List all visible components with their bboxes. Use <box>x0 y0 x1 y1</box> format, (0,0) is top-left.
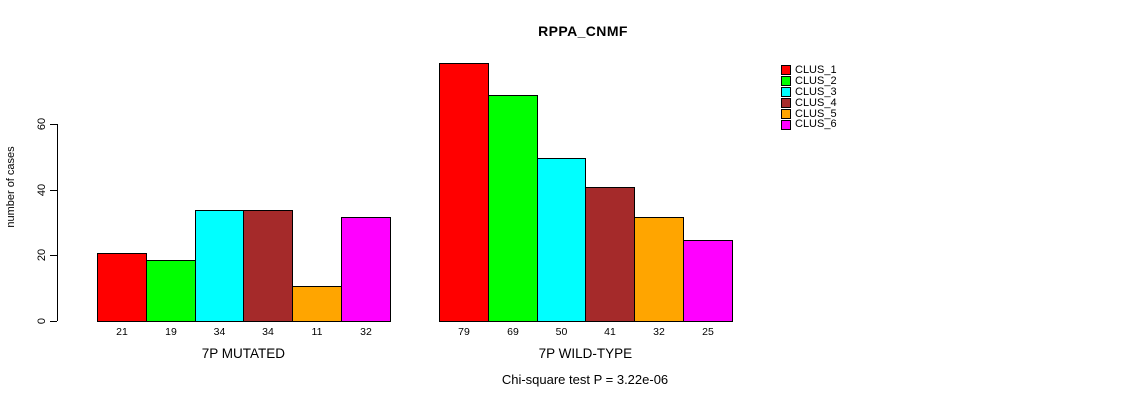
legend-swatch <box>781 76 791 87</box>
bar-value-label: 19 <box>165 326 177 338</box>
bar-value-label: 32 <box>360 326 372 338</box>
legend-item: CLUS_4 <box>781 96 837 109</box>
y-axis-tick <box>50 321 57 322</box>
legend-label: CLUS_2 <box>795 74 837 87</box>
legend-label: CLUS_6 <box>795 118 837 131</box>
legend-item: CLUS_2 <box>781 74 837 87</box>
y-axis-tick-label: 0 <box>36 317 48 325</box>
bar-value-label: 34 <box>213 326 226 338</box>
legend-swatch <box>781 65 791 76</box>
legend-swatch <box>781 98 791 109</box>
legend: CLUS_1 CLUS_2 CLUS_3 CLUS_4 CLUS_5 CLUS_6 <box>781 65 837 130</box>
bar-value-label: 79 <box>458 326 470 338</box>
bar-value-label: 50 <box>555 326 568 338</box>
bar-clus_1 <box>439 63 489 322</box>
legend-label: CLUS_4 <box>795 96 837 109</box>
y-axis-tick-label: 60 <box>36 117 48 131</box>
legend-label: CLUS_5 <box>795 107 837 120</box>
bar-clus_3 <box>537 158 586 322</box>
legend-item: CLUS_6 <box>781 119 837 130</box>
bar-clus_4 <box>585 187 635 322</box>
y-axis-tick <box>50 124 57 125</box>
bar-value-label: 32 <box>653 326 665 338</box>
chi-square-annotation: Chi-square test P = 3.22e-06 <box>501 372 669 387</box>
y-axis-tick <box>50 190 57 191</box>
legend-swatch <box>781 119 791 130</box>
bar-value-label: 34 <box>262 326 274 338</box>
bar-value-label: 21 <box>116 326 128 338</box>
x-axis-group-label: 7P WILD-TYPE <box>538 346 633 361</box>
legend-swatch <box>781 109 791 119</box>
legend-label: CLUS_3 <box>795 85 837 98</box>
legend-label: CLUS_1 <box>795 64 837 76</box>
legend-item: CLUS_3 <box>781 85 837 98</box>
bar-clus_6 <box>683 240 733 322</box>
y-axis-tick-label: 20 <box>36 248 48 262</box>
bar-clus_6 <box>341 217 391 322</box>
y-axis-label: number of cases <box>5 146 17 228</box>
bar-value-label: 25 <box>702 326 714 338</box>
bar-clus_1 <box>97 253 147 322</box>
bar-clus_3 <box>195 210 244 322</box>
legend-swatch <box>781 87 791 98</box>
bar-clus_4 <box>243 210 293 322</box>
chart-title: RPPA_CNMF <box>538 23 628 39</box>
x-axis-group-label: 7P MUTATED <box>201 346 286 361</box>
y-axis-tick-label: 40 <box>36 183 48 197</box>
y-axis-tick <box>50 255 57 256</box>
legend-item: CLUS_1 <box>781 65 837 76</box>
bar-clus_2 <box>488 95 538 322</box>
bar-clus_2 <box>146 260 196 322</box>
bar-value-label: 69 <box>507 326 519 338</box>
bar-clus_5 <box>634 217 684 322</box>
bar-value-label: 41 <box>604 326 616 338</box>
bar-value-label: 11 <box>311 326 323 338</box>
bar-clus_5 <box>292 286 342 322</box>
y-axis-line <box>57 124 58 321</box>
legend-item: CLUS_5 <box>781 107 837 120</box>
